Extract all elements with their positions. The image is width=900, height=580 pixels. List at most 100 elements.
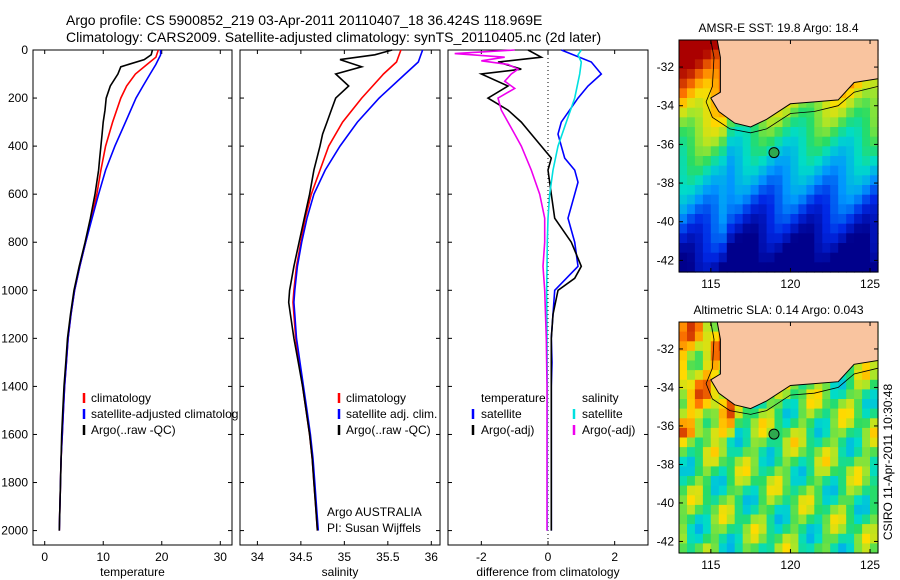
map-cell <box>702 485 712 496</box>
map-cell <box>702 437 712 448</box>
map-cell <box>782 127 792 138</box>
map-cell <box>854 98 863 109</box>
map-cell <box>694 360 704 371</box>
map-cell <box>766 223 776 234</box>
map-cell <box>742 175 752 186</box>
map-cell <box>734 165 744 176</box>
map-cell <box>846 252 855 263</box>
map-cell <box>862 223 871 234</box>
map-cell <box>854 127 863 138</box>
map-cell <box>702 49 712 60</box>
map-cell <box>758 533 768 544</box>
map-cell <box>718 185 728 196</box>
map-cell <box>710 408 720 419</box>
map-cell <box>862 262 871 273</box>
map-cell <box>846 214 855 225</box>
map-cell <box>694 214 704 225</box>
chart-title-line1: Argo profile: CS 5900852_219 03-Apr-2011… <box>66 12 543 28</box>
map-cell <box>679 146 688 157</box>
map-cell <box>718 117 728 128</box>
map-cell <box>710 165 720 176</box>
map-cell <box>687 418 696 429</box>
map-cell <box>846 136 855 147</box>
map-cell <box>806 165 815 176</box>
map-cell <box>822 533 831 544</box>
map-cell <box>830 476 839 487</box>
map-cell <box>862 399 871 410</box>
map-cell <box>687 165 696 176</box>
map-cell <box>814 252 823 263</box>
map-cell <box>679 117 688 128</box>
map-cell <box>870 136 879 147</box>
map-cell <box>718 466 728 477</box>
map-cell <box>702 399 712 410</box>
map-cell <box>687 341 696 352</box>
map-cell <box>702 495 712 506</box>
map-cell <box>687 389 696 400</box>
map-cell <box>679 379 688 390</box>
map-cell <box>854 543 863 554</box>
map-cell <box>806 185 815 196</box>
map-cell <box>798 447 807 458</box>
map-cell <box>694 117 704 128</box>
map-cell <box>710 49 720 60</box>
map-cell <box>798 543 807 554</box>
map-title: Altimetric SLA: 0.14 Argo: 0.043 <box>693 303 863 317</box>
map-cell <box>710 194 720 205</box>
map-cell <box>694 88 704 99</box>
map-cell <box>782 194 792 205</box>
map-cell <box>862 379 871 390</box>
map-cell <box>830 127 839 138</box>
map-cell <box>679 408 688 419</box>
map-cell <box>758 543 768 554</box>
map-cell <box>766 408 776 419</box>
map-y-tick-label: -40 <box>657 215 675 229</box>
legend-label: satellite adj. clim. <box>346 407 437 421</box>
map-cell <box>862 88 871 99</box>
map-cell <box>694 341 704 352</box>
map-cell <box>806 194 815 205</box>
x-tick-label: 0 <box>545 550 552 564</box>
map-y-tick-label: -34 <box>657 380 675 394</box>
map-x-tick-label: 120 <box>780 277 800 291</box>
map-cell <box>822 485 831 496</box>
map-cell <box>710 40 720 51</box>
map-cell <box>846 466 855 477</box>
panel-frame <box>32 49 233 546</box>
float-position-marker <box>768 147 780 159</box>
map-cell <box>758 252 768 263</box>
map-cell <box>862 194 871 205</box>
x-tick-label: 34 <box>251 550 265 564</box>
map-cell <box>814 466 823 477</box>
x-tick-label: 30 <box>214 550 228 564</box>
map-y-tick-label: -34 <box>657 99 675 113</box>
map-cell <box>679 524 688 535</box>
map-cell <box>782 175 792 186</box>
y-tick-label: 200 <box>8 91 28 105</box>
map-cell <box>710 456 720 467</box>
map-cell <box>838 485 847 496</box>
map-cell <box>750 243 760 254</box>
map-cell <box>774 175 784 186</box>
map-cell <box>814 165 823 176</box>
map-cell <box>710 262 720 273</box>
map-cell <box>854 78 863 89</box>
y-tick-label: 1600 <box>1 427 28 441</box>
map-cell <box>862 360 871 371</box>
map-cell <box>710 322 720 333</box>
map-cell <box>702 447 712 458</box>
map-cell <box>679 533 688 544</box>
map-cell <box>806 504 815 516</box>
map-cell <box>687 214 696 225</box>
map-cell <box>782 165 792 176</box>
map-cell <box>838 204 847 215</box>
map-cell <box>679 350 688 362</box>
map-cell <box>822 543 831 554</box>
map-cell <box>726 127 736 138</box>
map-cell <box>694 485 704 496</box>
map-cell <box>790 485 799 496</box>
map-cell <box>782 252 792 263</box>
panel-salinity: 34 34.5 35 35.5 36 salinity climatology satelli… <box>239 49 441 579</box>
map-cell <box>822 185 831 196</box>
